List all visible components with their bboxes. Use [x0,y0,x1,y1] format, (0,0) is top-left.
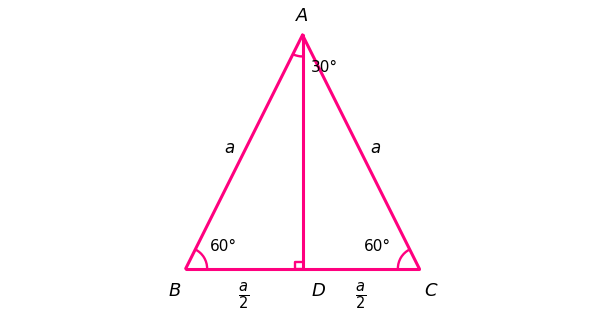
Text: 30°: 30° [311,60,338,75]
Text: C: C [424,282,436,300]
Text: B: B [169,282,181,300]
Text: a: a [224,139,234,157]
Text: $\frac{a}{2}$: $\frac{a}{2}$ [238,281,250,312]
Text: 60°: 60° [210,239,237,254]
Text: $\frac{a}{2}$: $\frac{a}{2}$ [355,281,367,312]
Text: D: D [311,282,325,300]
Text: a: a [371,139,381,157]
Text: A: A [296,7,309,25]
Text: 60°: 60° [364,239,391,254]
